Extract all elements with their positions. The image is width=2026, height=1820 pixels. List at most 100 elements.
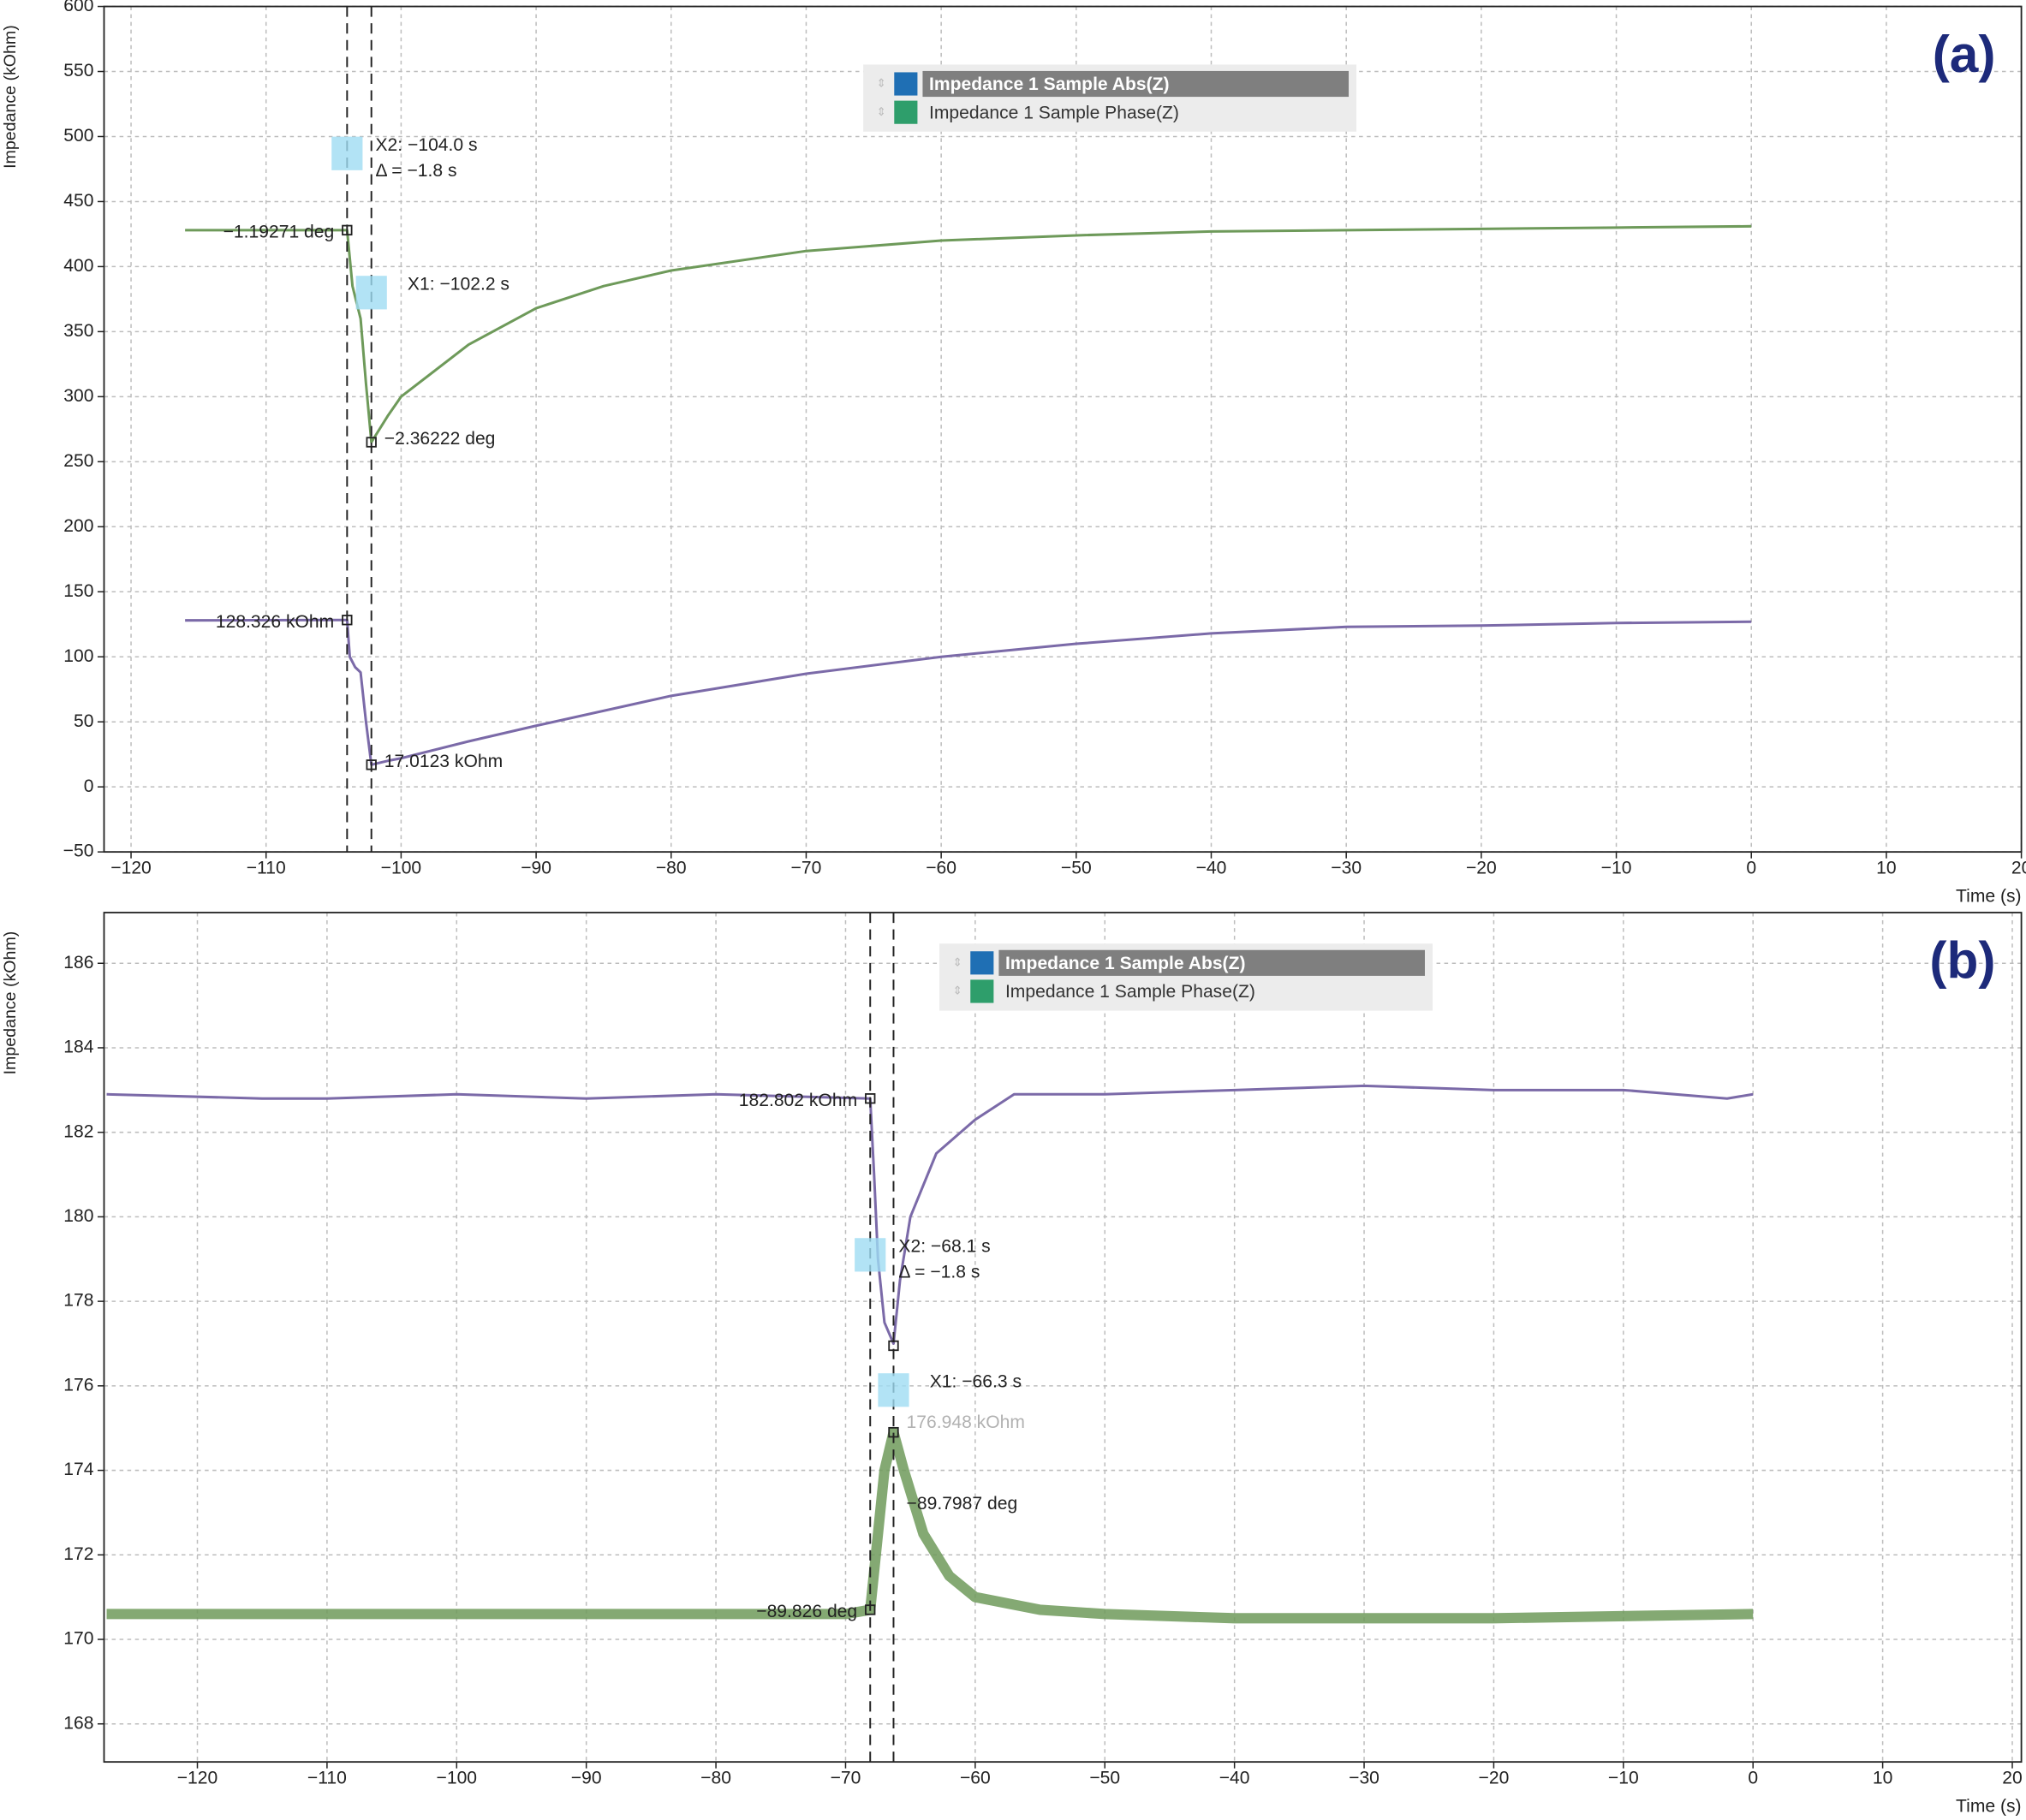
x-tick-label: −110: [247, 858, 286, 877]
marker: [366, 759, 377, 770]
marker: [865, 1604, 876, 1615]
marker-label: −89.826 deg: [756, 1602, 857, 1621]
cursor-handle: [355, 276, 387, 310]
y-axis-label: Impedance (kOhm): [1, 931, 20, 1075]
marker: [342, 224, 353, 236]
x-tick-label: −70: [831, 1768, 861, 1787]
x-tick-label: −40: [1219, 1768, 1250, 1787]
x-tick-label: 20: [2011, 858, 2026, 877]
plot-frame: [103, 5, 2023, 853]
panel-label: (a): [1933, 25, 1996, 83]
x-tick-label: −60: [926, 858, 956, 877]
legend-swatch: [894, 72, 918, 96]
x-tick-label: −120: [177, 1768, 218, 1787]
legend-arrows: ⇕: [952, 984, 962, 997]
y-tick-label: 350: [63, 321, 93, 341]
marker: [888, 1340, 899, 1352]
y-tick-label: 400: [63, 256, 93, 276]
x-tick-label: −120: [110, 858, 152, 877]
y-tick-label: 100: [63, 646, 93, 666]
x-tick-label: −10: [1608, 1768, 1639, 1787]
x-tick-label: −40: [1196, 858, 1227, 877]
y-axis-label: Impedance (kOhm): [1, 25, 20, 169]
y-tick-label: 178: [63, 1291, 93, 1311]
legend-arrows: ⇕: [877, 105, 886, 118]
x-tick-label: −50: [1061, 858, 1092, 877]
legend-highlight: [922, 70, 1350, 98]
legend-swatch: [894, 100, 918, 124]
x-axis-label: Time (s): [1956, 887, 2022, 907]
cursor-handle: [855, 1238, 886, 1272]
cursor-handle: [878, 1373, 909, 1407]
marker: [865, 1093, 876, 1104]
marker: [342, 615, 353, 626]
series-line: [106, 1427, 1754, 1624]
cursor-handle: [331, 136, 363, 170]
y-tick-label: 0: [84, 776, 94, 796]
cursor-label: X2: −104.0 s: [376, 135, 478, 155]
x-tick-label: −100: [381, 858, 422, 877]
marker: [888, 1426, 899, 1438]
y-tick-label: 168: [63, 1713, 93, 1733]
x-tick-label: −90: [571, 1768, 602, 1787]
marker-label: 17.0123 kOhm: [384, 752, 503, 771]
legend-entry: Impedance 1 Sample Abs(Z): [929, 74, 1170, 94]
x-tick-label: 0: [1748, 1768, 1758, 1787]
x-tick-label: −60: [960, 1768, 991, 1787]
legend-arrows: ⇕: [952, 955, 962, 968]
y-tick-label: 200: [63, 516, 93, 536]
y-tick-label: 182: [63, 1121, 93, 1141]
cursor-delta: Δ = −1.8 s: [376, 161, 457, 181]
y-tick-label: 50: [74, 711, 93, 731]
cursor-label: X1: −102.2 s: [408, 274, 509, 294]
x-tick-label: −90: [521, 858, 551, 877]
marker: [366, 437, 377, 448]
series-line: [106, 1084, 1754, 1345]
y-tick-label: 550: [63, 61, 93, 80]
x-tick-label: 0: [1746, 858, 1756, 877]
x-tick-label: −30: [1349, 1768, 1379, 1787]
x-tick-label: −50: [1089, 1768, 1120, 1787]
x-tick-label: −30: [1331, 858, 1362, 877]
legend-arrows: ⇕: [877, 77, 886, 90]
x-tick-label: −80: [700, 1768, 731, 1787]
x-tick-label: −100: [437, 1768, 478, 1787]
marker-label: 176.948 kOhm: [907, 1413, 1025, 1432]
x-tick-label: −20: [1466, 858, 1497, 877]
x-tick-label: −80: [656, 858, 687, 877]
y-tick-label: 250: [63, 451, 93, 471]
marker-label: −89.7987 deg: [907, 1494, 1018, 1514]
x-tick-label: −10: [1601, 858, 1632, 877]
plot-frame: [103, 912, 2023, 1763]
y-tick-label: 170: [63, 1629, 93, 1649]
x-tick-label: −70: [791, 858, 822, 877]
y-tick-label: 500: [63, 126, 93, 146]
series-line: [185, 224, 1752, 444]
marker-label: 128.326 kOhm: [216, 612, 334, 632]
legend-entry: Impedance 1 Sample Phase(Z): [929, 103, 1179, 122]
legend-swatch: [970, 979, 994, 1003]
marker-label: −1.19271 deg: [223, 222, 335, 241]
y-tick-label: 186: [63, 953, 93, 972]
y-tick-label: 600: [63, 0, 93, 15]
legend-entry: Impedance 1 Sample Phase(Z): [1005, 982, 1255, 1002]
cursor-delta: Δ = −1.8 s: [898, 1263, 980, 1282]
y-tick-label: 180: [63, 1206, 93, 1226]
cursor-label: X1: −66.3 s: [930, 1371, 1022, 1391]
legend-swatch: [970, 951, 994, 975]
cursor-label: X2: −68.1 s: [898, 1236, 990, 1256]
y-tick-label: 184: [63, 1038, 93, 1057]
legend-highlight: [998, 949, 1425, 976]
marker-label: −2.36222 deg: [384, 429, 496, 449]
x-tick-label: −110: [307, 1768, 347, 1787]
y-tick-label: 176: [63, 1375, 93, 1395]
y-tick-label: 450: [63, 191, 93, 211]
x-tick-label: 10: [1873, 1768, 1892, 1787]
series-line: [185, 618, 1752, 766]
y-tick-label: 172: [63, 1544, 93, 1564]
y-tick-label: 150: [63, 581, 93, 601]
x-tick-label: 10: [1876, 858, 1896, 877]
y-tick-label: −50: [63, 842, 94, 861]
y-tick-label: 174: [63, 1460, 93, 1479]
